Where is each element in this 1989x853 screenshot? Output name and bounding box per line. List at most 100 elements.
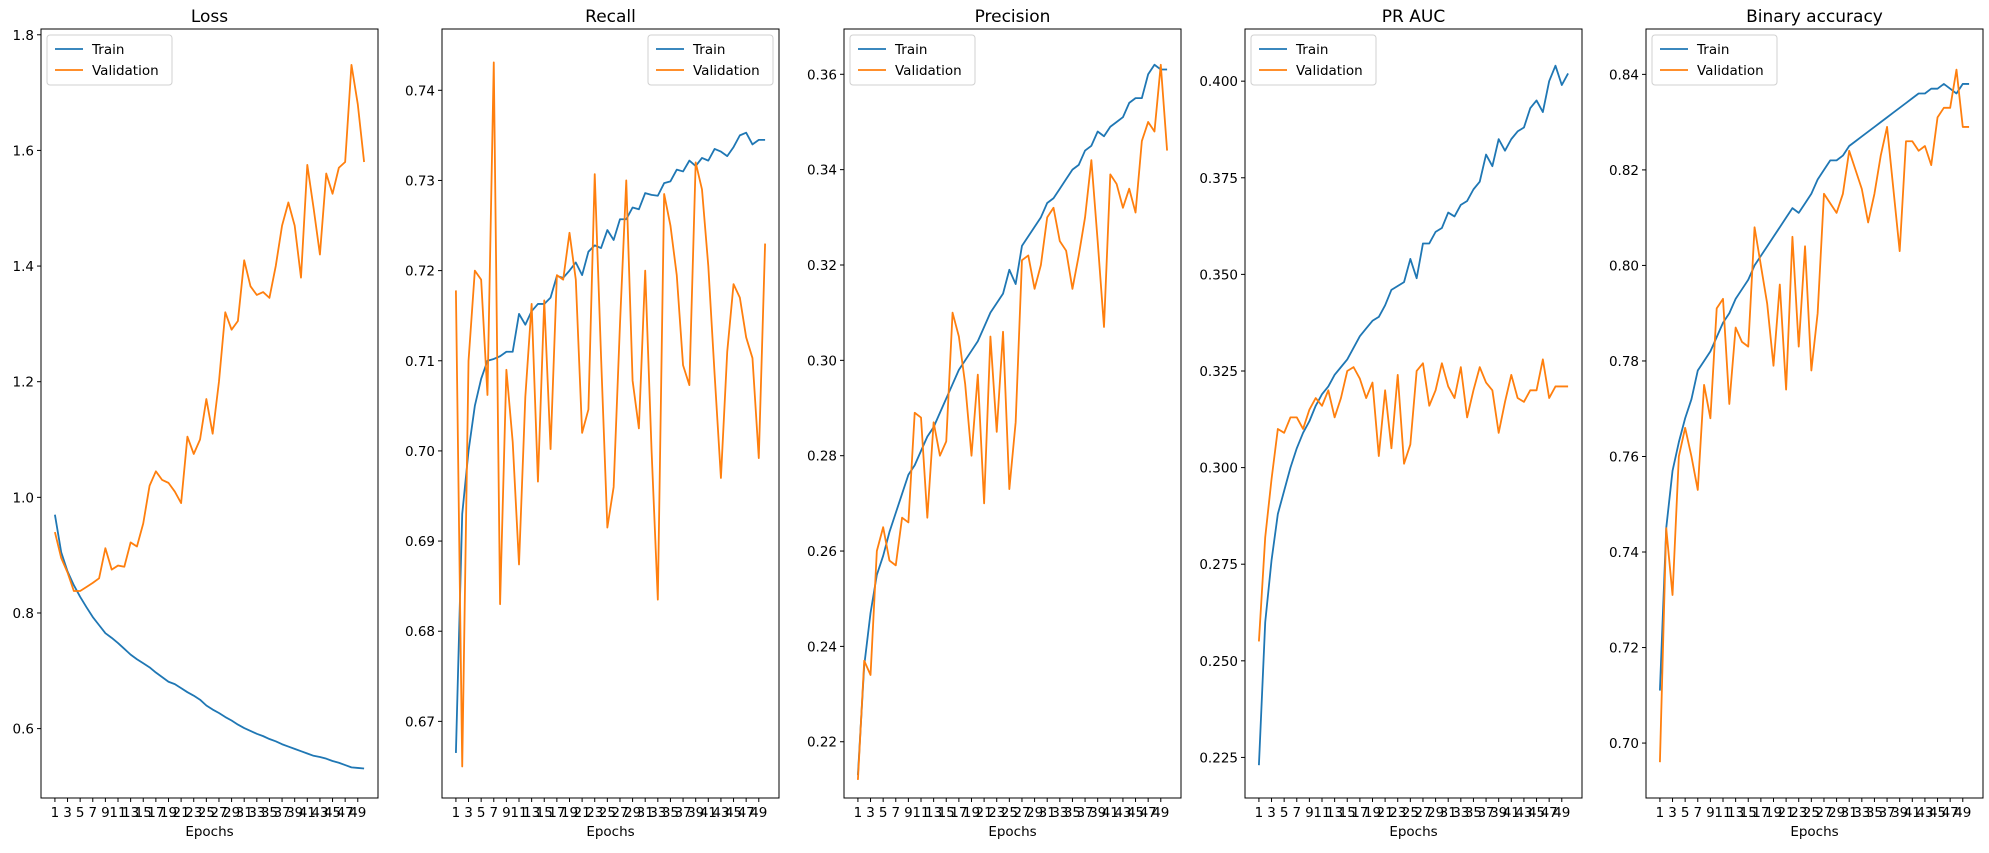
x-tick-label: 47 xyxy=(337,805,354,821)
x-tick-label: 27 xyxy=(611,805,628,821)
x-tick-label: 17 xyxy=(147,805,164,821)
y-tick-label: 0.76 xyxy=(1609,449,1639,465)
plot-frame xyxy=(40,28,379,799)
x-tick-label: 45 xyxy=(324,805,341,821)
x-tick-label: 43 xyxy=(311,805,328,821)
x-tick-label: 7 xyxy=(489,805,498,821)
x-tick-label: 35 xyxy=(261,805,278,821)
x-tick-label: 29 xyxy=(624,805,641,821)
x-tick-label: 17 xyxy=(548,805,565,821)
chart-panel: PR AUC 0.225 0.250 0.275 0.300 0.325 0.350 0.37… xyxy=(1199,7,1583,840)
plot-frame xyxy=(843,28,1182,799)
legend-box xyxy=(1250,34,1377,86)
x-tick-label: 1 xyxy=(452,805,461,821)
x-axis-label: Epochs xyxy=(185,824,233,840)
y-tick-label: 0.300 xyxy=(1199,461,1238,477)
y-tick-label: 0.70 xyxy=(1609,736,1639,752)
x-tick-label: 15 xyxy=(938,805,955,821)
y-tick-label: 0.225 xyxy=(1199,750,1238,766)
y-tick-label: 0.24 xyxy=(807,639,837,655)
y-tick-label: 0.36 xyxy=(807,67,837,83)
x-tick-label: 19 xyxy=(1364,805,1381,821)
x-tick-label: 9 xyxy=(1706,805,1715,821)
x-tick-label: 17 xyxy=(950,805,967,821)
x-tick-label: 25 xyxy=(198,805,215,821)
y-tick-label: 1.4 xyxy=(13,259,34,275)
x-tick-label: 49 xyxy=(1553,805,1570,821)
train-series-line xyxy=(1258,64,1569,766)
x-tick-label: 9 xyxy=(101,805,110,821)
y-tick-label: 0.72 xyxy=(1609,641,1639,657)
y-tick-label: 0.350 xyxy=(1199,267,1238,283)
x-tick-label: 43 xyxy=(1114,805,1131,821)
x-tick-label: 39 xyxy=(1089,805,1106,821)
x-tick-label: 39 xyxy=(286,805,303,821)
plot-frame xyxy=(441,28,780,799)
x-tick-label: 3 xyxy=(1267,805,1276,821)
legend-label: Validation xyxy=(92,63,159,79)
legend-box xyxy=(1651,34,1778,86)
legend: Train Validation xyxy=(1651,34,1778,86)
x-tick-label: 43 xyxy=(1916,805,1933,821)
y-tick-label: 0.32 xyxy=(807,258,837,274)
x-tick-label: 33 xyxy=(1853,805,1870,821)
x-tick-label: 37 xyxy=(1477,805,1494,821)
x-tick-label: 19 xyxy=(160,805,177,821)
x-tick-label: 27 xyxy=(1013,805,1030,821)
x-tick-label: 5 xyxy=(1280,805,1289,821)
x-tick-label: 31 xyxy=(1039,805,1056,821)
x-tick-label: 5 xyxy=(879,805,888,821)
x-tick-label: 13 xyxy=(1727,805,1744,821)
legend-box xyxy=(849,34,976,86)
chart-title: Binary accuracy xyxy=(1746,7,1883,27)
y-tick-label: 0.80 xyxy=(1609,258,1639,274)
x-tick-label: 3 xyxy=(866,805,875,821)
x-tick-label: 47 xyxy=(1942,805,1959,821)
x-tick-label: 37 xyxy=(674,805,691,821)
x-tick-label: 15 xyxy=(1740,805,1757,821)
x-tick-label: 41 xyxy=(1102,805,1119,821)
x-tick-label: 31 xyxy=(1440,805,1457,821)
y-tick-label: 0.82 xyxy=(1609,163,1639,179)
chart-title: Recall xyxy=(585,7,636,27)
x-tick-label: 19 xyxy=(963,805,980,821)
legend-box xyxy=(647,34,774,86)
x-tick-label: 25 xyxy=(599,805,616,821)
y-tick-label: 0.400 xyxy=(1199,74,1238,90)
x-tick-label: 11 xyxy=(1714,805,1731,821)
x-tick-label: 27 xyxy=(1815,805,1832,821)
x-tick-label: 21 xyxy=(574,805,591,821)
legend-label: Train xyxy=(692,42,725,58)
x-tick-label: 35 xyxy=(1064,805,1081,821)
x-tick-label: 49 xyxy=(750,805,767,821)
x-tick-label: 35 xyxy=(1866,805,1883,821)
x-tick-label: 25 xyxy=(1402,805,1419,821)
x-tick-label: 35 xyxy=(1465,805,1482,821)
x-tick-label: 19 xyxy=(1765,805,1782,821)
x-axis-label: Epochs xyxy=(988,824,1036,840)
y-tick-label: 1.8 xyxy=(13,28,34,44)
y-tick-label: 0.22 xyxy=(807,735,837,751)
x-tick-label: 49 xyxy=(1954,805,1971,821)
x-tick-label: 21 xyxy=(1377,805,1394,821)
x-tick-label: 45 xyxy=(1528,805,1545,821)
x-tick-label: 29 xyxy=(1026,805,1043,821)
x-tick-label: 1 xyxy=(51,805,60,821)
chart-panel: Binary accuracy 0.70 0.72 0.74 0.76 0.78 0.80 0… xyxy=(1609,7,1984,840)
x-tick-label: 41 xyxy=(700,805,717,821)
x-tick-label: 15 xyxy=(135,805,152,821)
x-tick-label: 39 xyxy=(687,805,704,821)
x-tick-label: 23 xyxy=(586,805,603,821)
y-tick-label: 0.68 xyxy=(405,624,435,640)
x-tick-label: 1 xyxy=(1255,805,1264,821)
plot-frame xyxy=(1244,28,1583,799)
legend: Train Validation xyxy=(849,34,976,86)
x-tick-label: 49 xyxy=(349,805,366,821)
x-tick-label: 15 xyxy=(536,805,553,821)
validation-series-line xyxy=(455,61,766,768)
train-series-line xyxy=(1659,83,1970,691)
legend-label: Train xyxy=(894,42,927,58)
